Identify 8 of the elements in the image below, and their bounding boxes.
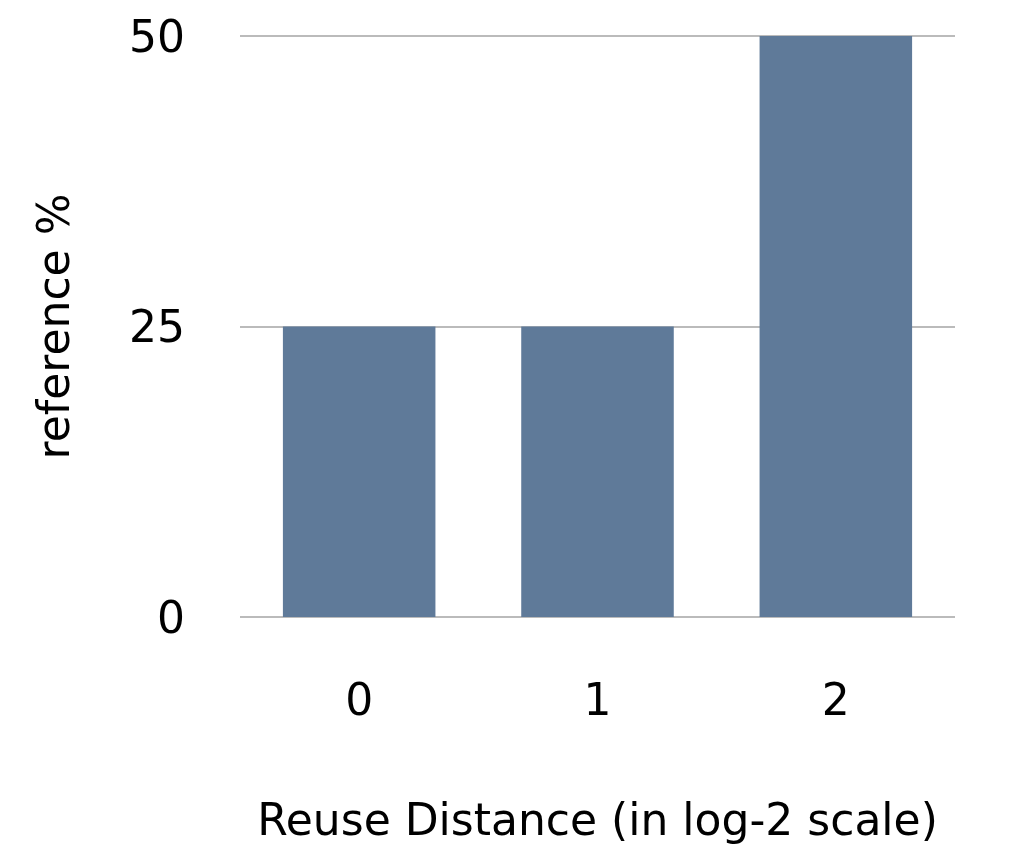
y-tick-label: 0 xyxy=(157,591,185,643)
y-tick-label: 25 xyxy=(129,301,185,352)
x-axis-title: Reuse Distance (in log-2 scale) xyxy=(257,793,938,845)
y-tick-label: 50 xyxy=(129,10,185,62)
x-tick-label: 1 xyxy=(583,673,612,725)
x-tick-label: 0 xyxy=(345,673,374,725)
y-axis-title: reference % xyxy=(27,193,79,460)
x-tick-label: 2 xyxy=(821,673,850,725)
